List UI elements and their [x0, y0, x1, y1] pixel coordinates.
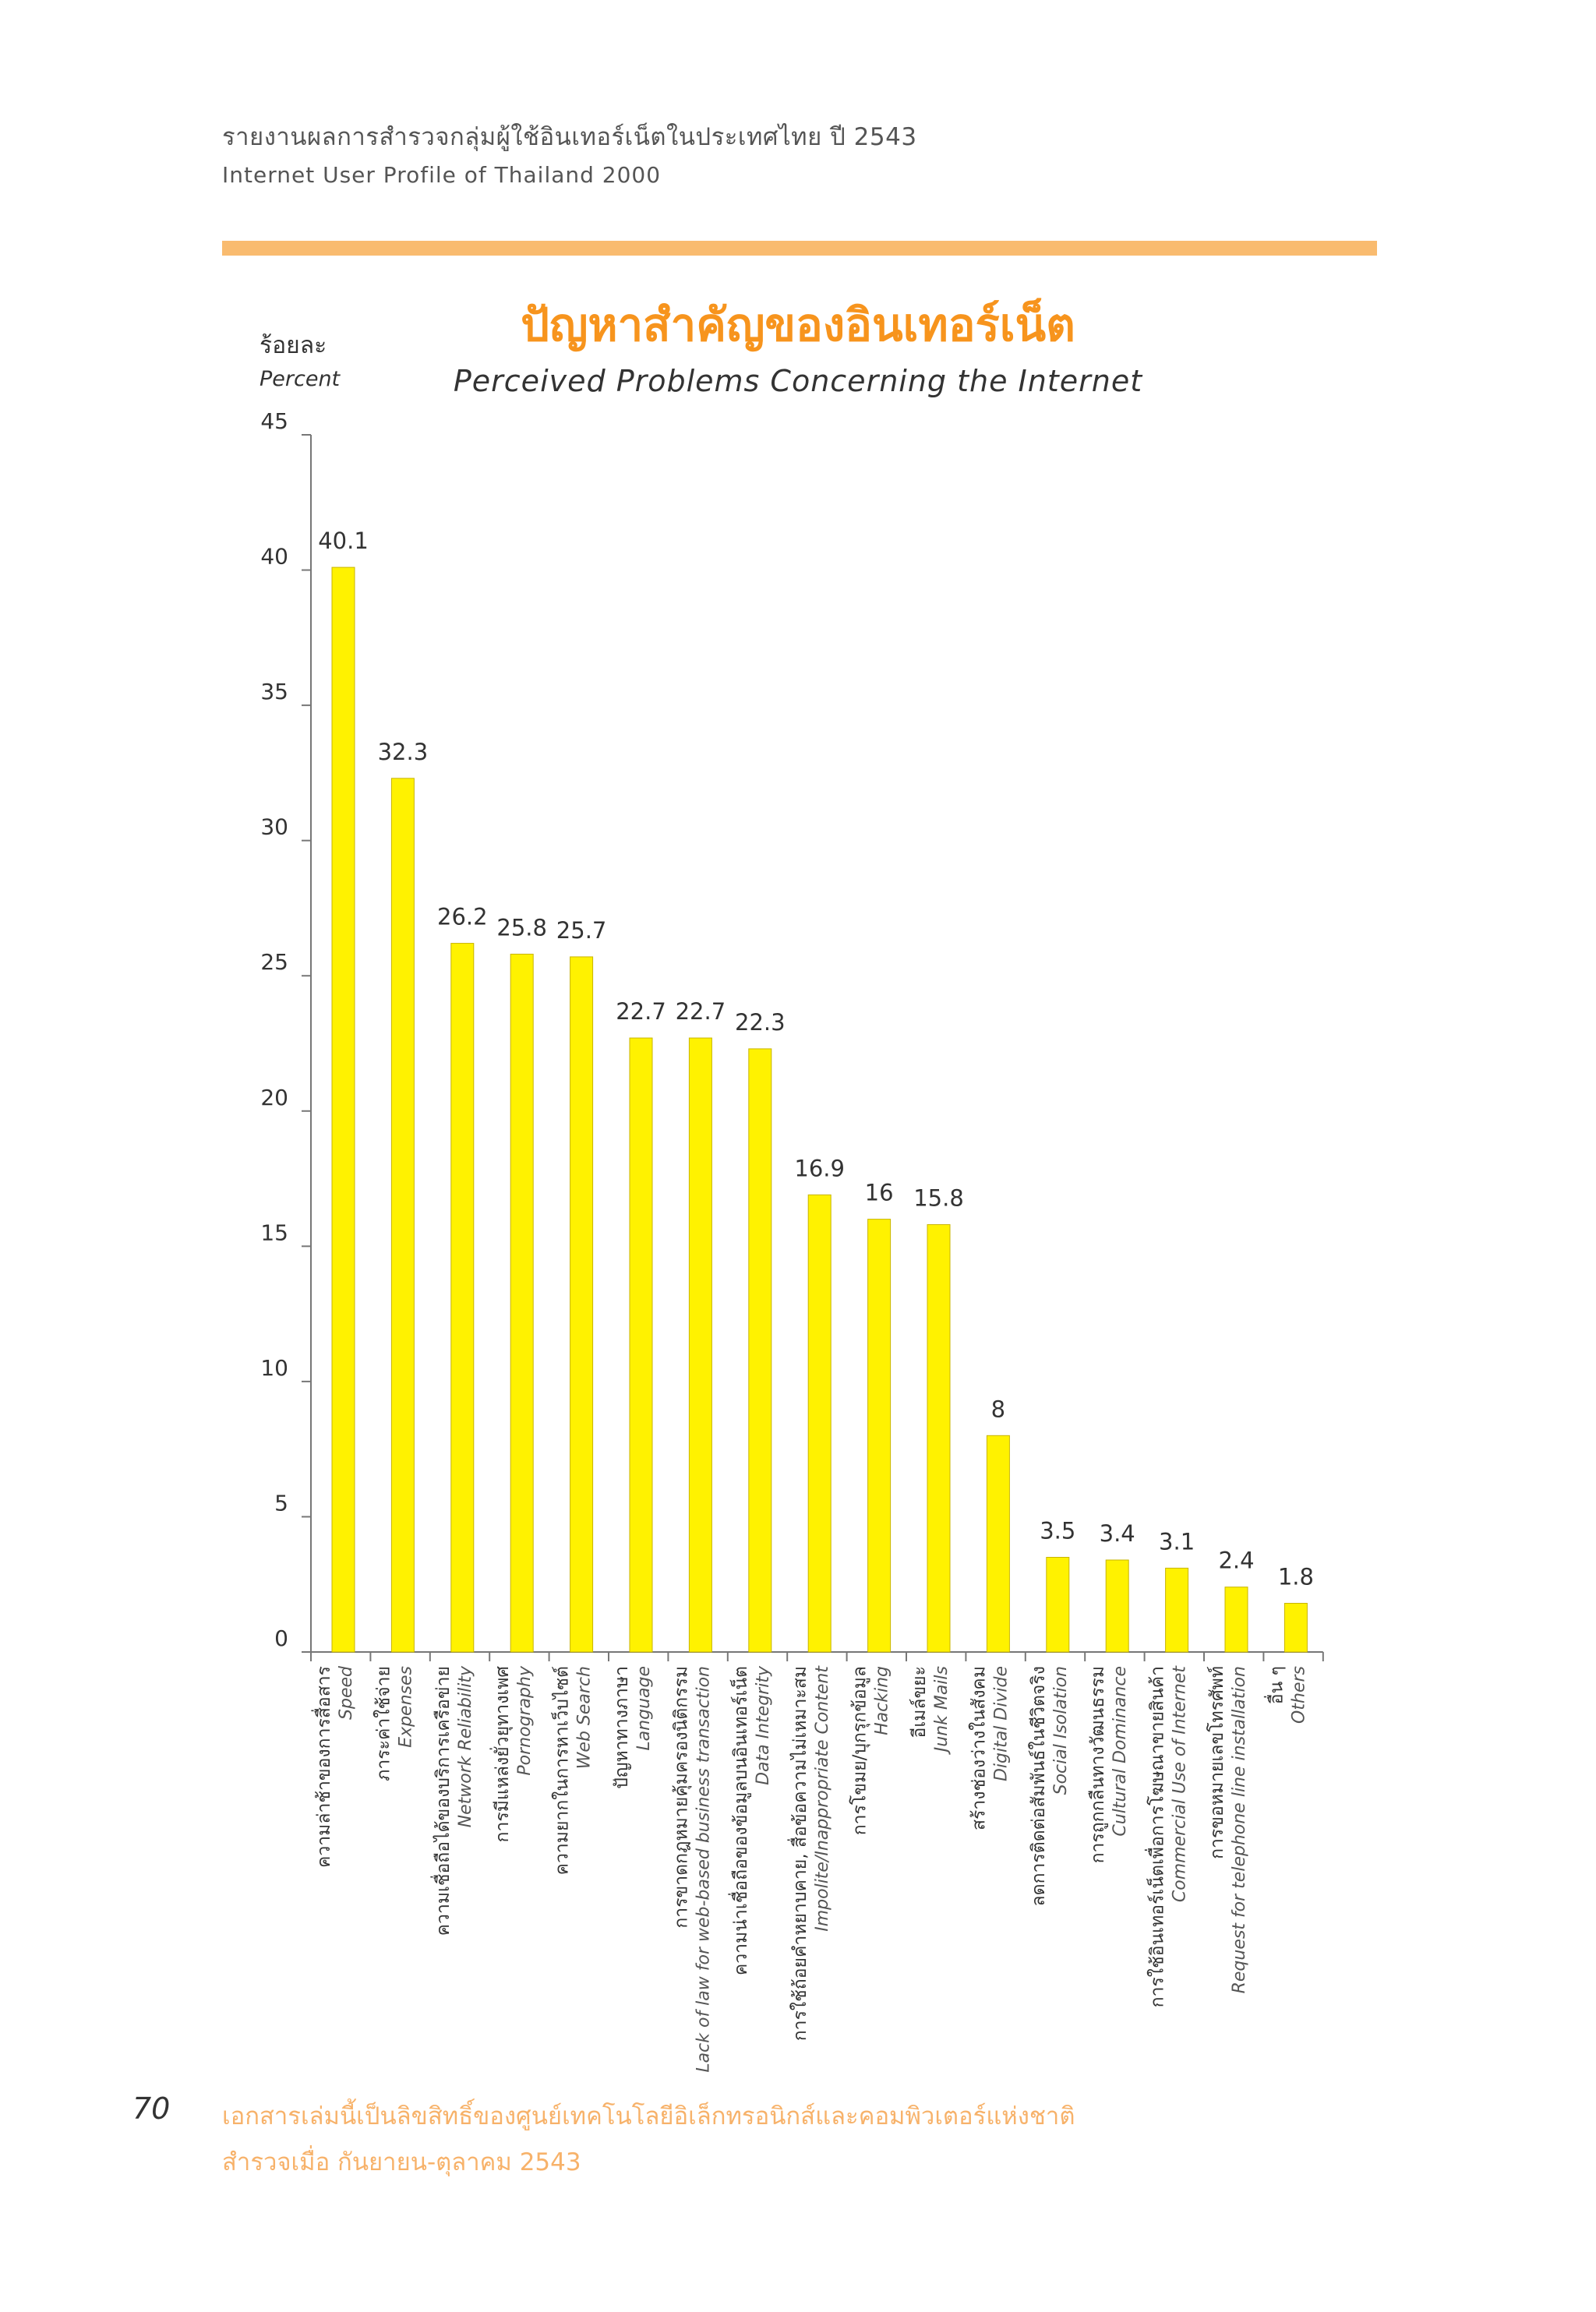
- y-tick-label: 20: [260, 1085, 288, 1110]
- bar-value-label: 32.3: [378, 739, 429, 765]
- category-label-thai: ภาระค่าใช้จ่าย: [373, 1666, 394, 1781]
- bar: [510, 953, 534, 1653]
- bar: [688, 1037, 712, 1653]
- category-label-thai: การขอหมายเลขโทรศัพท์: [1206, 1666, 1227, 1859]
- y-tick-label: 30: [260, 814, 288, 840]
- bar: [1105, 1559, 1129, 1653]
- category-label: Data Integrity: [754, 1665, 773, 1785]
- category-label: Junk Mails: [932, 1666, 952, 1755]
- report-title-english: Internet User Profile of Thailand 2000: [222, 162, 662, 188]
- category-label: Digital Divide: [991, 1666, 1011, 1781]
- category-label-thai: ปัญหาทางภาษา: [612, 1666, 632, 1789]
- bar: [807, 1194, 832, 1653]
- copyright-note: เอกสารเล่มนี้เป็นลิขสิทธิ์ของศูนย์เทคโนโ…: [222, 2102, 1075, 2130]
- category-label-thai: การใช้ถ้อยคำหยาบคาย, สื่อข้อความไม่เหมาะ…: [787, 1666, 810, 2041]
- category-label: Lack of law for web-based business trans…: [694, 1666, 713, 2073]
- bar-value-label: 3.1: [1159, 1528, 1195, 1555]
- category-label-thai: ความเชื่อถือได้ของบริการเครือข่าย: [430, 1666, 454, 1936]
- bar-value-label: 1.8: [1278, 1564, 1314, 1590]
- bar-value-label: 40.1: [318, 528, 369, 554]
- y-tick-label: 5: [274, 1490, 288, 1516]
- bar-value-label: 25.7: [556, 917, 607, 944]
- report-title-thai: รายงานผลการสำรวจกลุ่มผู้ใช้อินเทอร์เน็ตใ…: [222, 123, 917, 151]
- category-label: Network Reliability: [456, 1665, 475, 1827]
- category-label-thai: ความน่าเชื่อถือของข้อมูลบนอินเทอร์เน็ต: [728, 1666, 751, 1975]
- category-label: Expenses: [396, 1666, 415, 1748]
- category-label: Impolite/Inappropriate Content: [813, 1665, 832, 1932]
- bar-value-label: 25.8: [496, 914, 547, 941]
- bar: [629, 1037, 653, 1653]
- bar-value-label: 16.9: [794, 1155, 845, 1181]
- category-label-thai: อื่น ๆ: [1263, 1666, 1287, 1704]
- category-label-thai: ความล่าช้าของการสื่อสาร: [311, 1666, 334, 1868]
- category-label-thai: ลดการติดต่อสัมพันธ์ในชีวิตจริง: [1028, 1666, 1049, 1906]
- bar: [748, 1048, 772, 1653]
- bar-value-label: 16: [865, 1180, 894, 1206]
- y-axis-label: Percent: [260, 367, 341, 391]
- category-label: Social Isolation: [1051, 1666, 1071, 1795]
- category-label-thai: ความยากในการหาเว็บไซต์: [550, 1666, 573, 1875]
- category-label-thai: การมีแหล่งยั่วยุทางเพศ: [489, 1666, 513, 1843]
- bar: [570, 956, 594, 1653]
- category-label-thai: สร้างช่องว่างในสังคม: [968, 1666, 989, 1830]
- category-label: Others: [1289, 1666, 1308, 1724]
- bar-value-label: 8: [991, 1396, 1005, 1422]
- category-label: Language: [634, 1666, 654, 1751]
- category-label-thai: การขาดกฎหมายคุ้มครองนิติกรรม: [671, 1666, 691, 1929]
- bar: [1046, 1557, 1070, 1653]
- bar: [867, 1219, 892, 1653]
- bar-value-label: 22.7: [616, 998, 666, 1025]
- y-tick-label: 10: [260, 1355, 288, 1381]
- bar: [1284, 1603, 1308, 1653]
- y-tick-label: 40: [260, 544, 288, 570]
- bar: [450, 943, 475, 1653]
- category-label: Pornography: [515, 1665, 535, 1776]
- chart-title-thai: ปัญหาสำคัญของอินเทอร์เน็ต: [521, 298, 1075, 351]
- bar: [986, 1435, 1010, 1653]
- category-label: Cultural Dominance: [1110, 1666, 1130, 1837]
- bar-value-label: 26.2: [437, 904, 488, 930]
- category-label: Request for telephone line installation: [1230, 1666, 1249, 1993]
- category-label: Commercial Use of Internet: [1171, 1665, 1190, 1902]
- y-tick-label: 0: [274, 1625, 288, 1651]
- bar: [1165, 1567, 1189, 1653]
- bar: [390, 778, 415, 1653]
- y-tick-label: 25: [260, 949, 288, 975]
- header-band: [222, 241, 1377, 256]
- page-number: 70: [132, 2091, 171, 2126]
- y-tick-label: 15: [260, 1220, 288, 1245]
- chart-subtitle: Perceived Problems Concerning the Intern…: [453, 364, 1143, 398]
- bar-value-label: 22.7: [676, 998, 726, 1025]
- category-label-thai: การใช้อินเทอร์เน็ตเพื่อการโฆษณาขายสินค้า: [1145, 1666, 1168, 2007]
- y-tick-label: 45: [260, 408, 288, 434]
- y-tick-label: 35: [260, 679, 288, 704]
- bar: [927, 1224, 951, 1653]
- bar: [331, 567, 355, 1653]
- category-label-thai: การโขมย/บุกรุกข้อมูล: [849, 1666, 870, 1835]
- category-label-thai: การถูกกลืนทางวัฒนธรรม: [1088, 1666, 1108, 1863]
- bar-value-label: 2.4: [1218, 1548, 1254, 1574]
- category-label-thai: อีเมล์ขยะ: [909, 1666, 930, 1738]
- bar-value-label: 22.3: [735, 1009, 786, 1036]
- bar-value-label: 3.5: [1040, 1518, 1075, 1544]
- category-label: Hacking: [873, 1666, 892, 1735]
- bar-value-label: 3.4: [1100, 1520, 1135, 1547]
- category-label: Speed: [337, 1665, 356, 1720]
- bar-value-label: 15.8: [913, 1185, 964, 1212]
- y-axis-label-thai: ร้อยละ: [260, 332, 327, 359]
- bar: [1224, 1587, 1248, 1653]
- survey-date-note: สำรวจเมื่อ กันยายน-ตุลาคม 2543: [222, 2148, 581, 2176]
- category-label: Web Search: [575, 1666, 595, 1769]
